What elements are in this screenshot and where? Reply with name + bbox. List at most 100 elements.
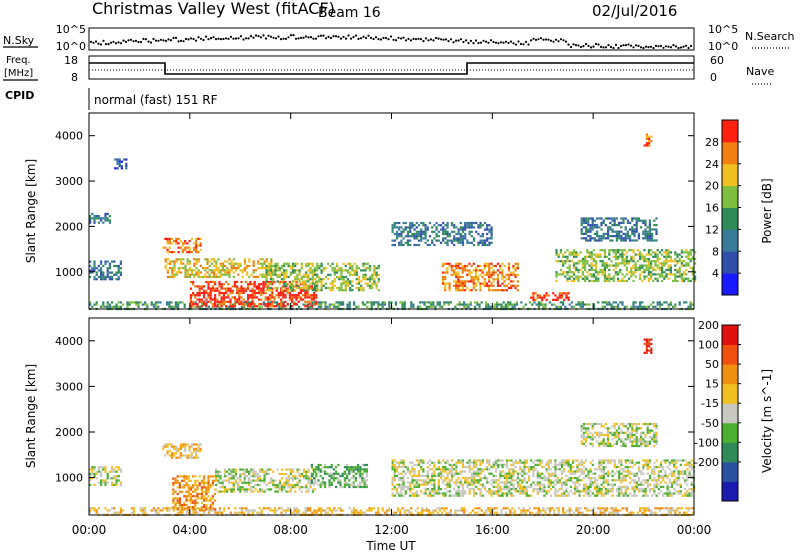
echo-cell (564, 511, 567, 514)
echo-cell (612, 249, 615, 252)
echo-cell (236, 287, 239, 290)
echo-cell (184, 271, 187, 274)
echo-cell (298, 269, 301, 272)
echo-cell (648, 135, 651, 138)
echo-cell (566, 255, 569, 258)
power-colorbar-label: Power [dB] (760, 178, 774, 243)
echo-cell (566, 271, 569, 274)
echo-cell (492, 264, 495, 268)
echo-cell (444, 286, 447, 290)
echo-cell (281, 477, 284, 480)
nsky-point (299, 36, 303, 40)
colorbar-swatch (722, 185, 738, 208)
echo-cell (470, 271, 473, 274)
echo-cell (207, 296, 210, 299)
echo-cell (559, 273, 562, 276)
echo-cell (166, 251, 169, 254)
echo-cell (222, 283, 225, 286)
echo-cell (240, 507, 243, 510)
echo-cell (219, 470, 222, 473)
echo-cell (262, 283, 265, 286)
echo-cell (216, 303, 219, 306)
echo-cell (251, 509, 254, 512)
echo-cell (629, 237, 632, 240)
echo-cell (575, 251, 578, 254)
echo-cell (184, 450, 187, 453)
echo-cell (249, 509, 252, 512)
echo-cell (459, 239, 462, 242)
echo-cell (254, 475, 257, 478)
echo-cell (276, 483, 279, 487)
echo-cell (368, 280, 372, 283)
echo-cell (303, 468, 306, 471)
echo-cell (562, 273, 565, 276)
echo-cell (95, 278, 98, 281)
echo-cell (582, 226, 585, 229)
echo-cell (324, 301, 327, 304)
echo-cell (262, 507, 265, 510)
echo-cell (601, 260, 604, 263)
echo-cell (402, 466, 405, 469)
echo-cell (335, 485, 338, 489)
echo-cell (280, 511, 283, 514)
echo-cell (604, 232, 607, 235)
echo-cell (321, 481, 324, 484)
echo-cell (474, 511, 477, 514)
echo-cell (243, 267, 246, 270)
echo-cell (624, 237, 627, 240)
echo-cell (431, 494, 434, 497)
echo-cell (422, 468, 425, 471)
echo-cell (602, 235, 605, 238)
echo-cell (624, 217, 627, 220)
echo-cell (102, 221, 105, 224)
echo-cell (448, 289, 451, 292)
echo-cell (172, 492, 175, 496)
echo-cell (350, 511, 353, 514)
echo-cell (377, 264, 380, 268)
echo-cell (493, 305, 496, 308)
echo-cell (192, 475, 195, 478)
echo-cell (243, 468, 246, 471)
echo-cell (579, 305, 582, 308)
echo-cell (608, 273, 611, 276)
echo-cell (184, 275, 187, 278)
echo-cell (306, 300, 309, 303)
echo-cell (248, 477, 251, 480)
echo-cell (377, 303, 380, 306)
echo-cell (289, 271, 292, 274)
echo-cell (360, 284, 363, 287)
echo-cell (581, 271, 584, 274)
echo-cell (529, 507, 532, 510)
echo-cell (230, 477, 233, 480)
echo-cell (410, 301, 413, 304)
echo-cell (577, 262, 580, 265)
nsky-point (89, 40, 93, 44)
echo-cell (449, 301, 452, 304)
echo-cell (320, 303, 323, 306)
nsky-point (427, 39, 430, 42)
nsky-point (292, 34, 295, 37)
echo-cell (689, 257, 692, 261)
echo-cell (411, 235, 414, 238)
echo-cell (663, 277, 666, 280)
echo-cell (512, 273, 515, 276)
echo-cell (175, 447, 178, 450)
echo-cell (241, 269, 244, 272)
echo-cell (656, 301, 659, 304)
echo-cell (246, 264, 249, 267)
echo-cell (520, 301, 523, 304)
echo-cell (93, 275, 96, 279)
echo-cell (386, 509, 389, 512)
echo-cell (437, 230, 440, 233)
echo-cell (613, 219, 616, 222)
echo-cell (184, 264, 187, 267)
echo-cell (459, 494, 462, 497)
echo-cell (207, 495, 210, 498)
echo-cell (298, 305, 301, 308)
echo-cell (490, 241, 493, 244)
echo-cell (283, 488, 286, 491)
echo-cell (575, 277, 578, 280)
echo-cell (582, 221, 585, 224)
echo-cell (433, 470, 436, 473)
echo-cell (252, 260, 255, 263)
